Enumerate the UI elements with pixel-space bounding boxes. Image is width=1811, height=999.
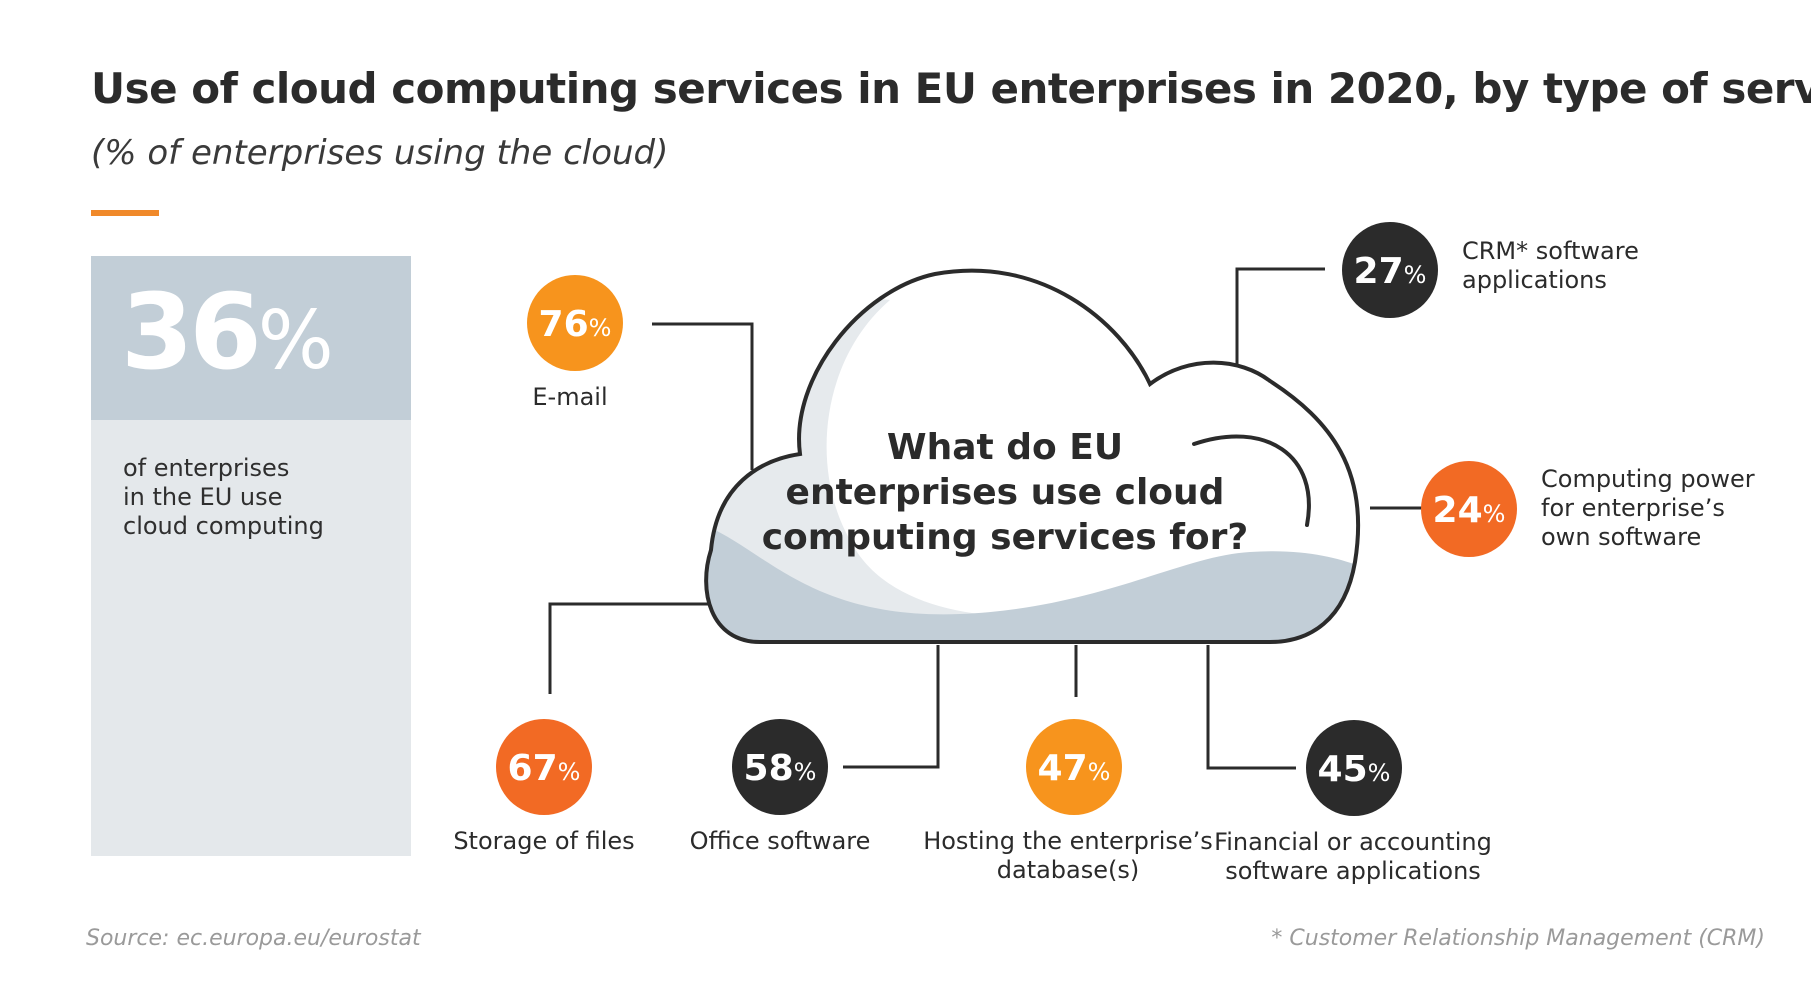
summary-value: 36% [121,280,334,384]
category-label: applications [1462,266,1607,294]
chart-marks: 76% E-mail 67% Storage of files 58% Office so… [453,222,1755,885]
category-label: Office software [690,827,871,855]
value-unit: % [1368,759,1391,787]
value-number: 24 [1433,490,1483,531]
category-label: own software [1541,523,1701,551]
chart-item: 58% Office software [690,719,871,855]
connector-lines [548,267,1428,770]
connector-crm [1235,267,1325,365]
value-number: 47 [1038,748,1088,789]
value-circle [1306,720,1402,816]
value-unit: % [589,314,612,342]
summary-description-line: of enterprises [123,454,290,482]
summary-description-line: cloud computing [123,512,324,540]
connector-financial [1206,645,1296,770]
category-label: CRM* software [1462,237,1639,265]
cloud-outline [704,268,1361,644]
value-number: 27 [1354,251,1404,292]
value-unit: % [1483,500,1506,528]
value-unit: % [794,758,817,786]
category-label: software applications [1225,857,1481,885]
value-unit: % [1404,261,1427,289]
center-question-line: computing services for? [762,517,1249,558]
value-number: 67 [508,748,558,789]
value-label: 76% [539,304,612,345]
value-unit: % [1088,758,1111,786]
cloud-fill [706,270,1359,642]
value-label: 45% [1318,749,1391,790]
summary-description: of enterprises in the EU use cloud compu… [123,454,324,541]
accent-line [91,210,159,216]
summary-description-line: in the EU use [123,483,283,511]
category-label: Hosting the enterprise’s [923,827,1213,855]
value-circle [496,719,592,815]
summary-panel-top [91,256,411,420]
category-label: Computing power [1541,465,1755,493]
value-number: 58 [744,748,794,789]
category-label: Financial or accounting [1214,828,1492,856]
value-label: 58% [744,748,817,789]
source-note: Source: ec.europa.eu/eurostat [86,926,421,951]
value-circle [1026,719,1122,815]
summary-number: 36 [121,271,262,393]
value-circle [1421,461,1517,557]
summary-panel: 36% of enterprises in the EU use cloud c… [91,256,411,856]
category-label: for enterprise’s [1541,494,1725,522]
value-label: 67% [508,748,581,789]
connector-email [652,322,754,470]
value-label: 27% [1354,251,1427,292]
value-circle [527,275,623,371]
chart-subtitle: (% of enterprises using the cloud) [91,133,669,173]
value-number: 45 [1318,749,1368,790]
chart-title: Use of cloud computing services in EU en… [91,64,1811,113]
value-label: 24% [1433,490,1506,531]
cloud-swirl [1192,434,1311,527]
value-number: 76 [539,304,589,345]
chart-item: 76% E-mail [527,275,623,411]
connector-storage [548,602,724,694]
value-circle [1342,222,1438,318]
cloud-shape [704,268,1361,644]
category-label: database(s) [997,856,1140,884]
chart-item: 67% Storage of files [453,719,635,855]
crm-footnote: * Customer Relationship Management (CRM) [1271,926,1765,951]
center-question: What do EU enterprises use cloud computi… [762,427,1249,558]
summary-panel-bottom [91,420,411,856]
center-question-line: enterprises use cloud [786,472,1225,513]
summary-unit: % [257,294,334,387]
value-label: 47% [1038,748,1111,789]
value-circle [732,719,828,815]
category-label: Storage of files [453,827,634,855]
connector-office [843,645,940,769]
center-question-line: What do EU [887,427,1123,468]
category-label: E-mail [532,383,607,411]
value-unit: % [558,758,581,786]
